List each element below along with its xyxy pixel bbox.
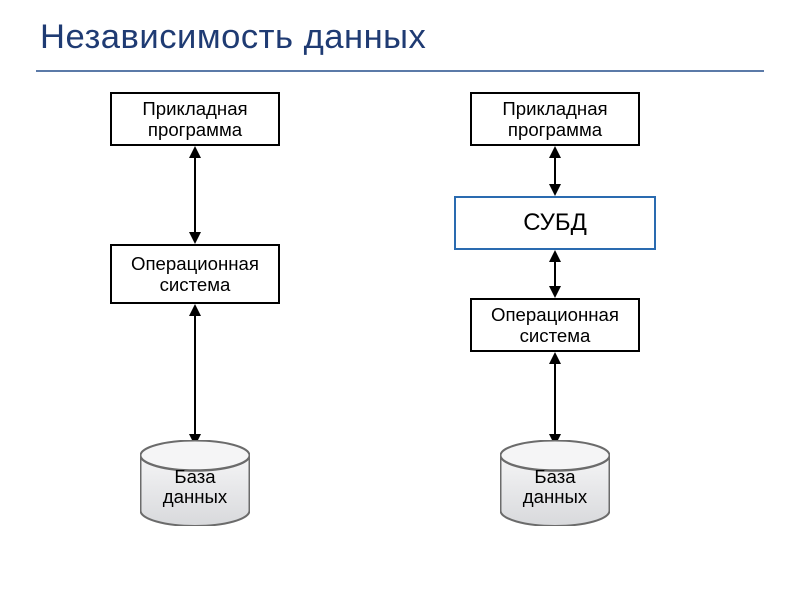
- edge: [187, 304, 203, 446]
- node-label: Базаданных: [140, 467, 250, 508]
- node-label: Операционнаясистема: [491, 304, 619, 347]
- node-label: Базаданных: [500, 467, 610, 508]
- node-box: Прикладнаяпрограмма: [110, 92, 280, 146]
- edge: [547, 146, 563, 196]
- db-cylinder: Базаданных: [500, 440, 610, 526]
- title-rule: [36, 70, 764, 72]
- node-label: Прикладнаяпрограмма: [142, 98, 247, 141]
- edge: [187, 146, 203, 244]
- node-label: Операционнаясистема: [131, 253, 259, 296]
- node-label: Прикладнаяпрограмма: [502, 98, 607, 141]
- edge: [547, 250, 563, 298]
- db-cylinder: Базаданных: [140, 440, 250, 526]
- node-box: СУБД: [454, 196, 656, 250]
- diagram: Прикладнаяпрограмма Операционнаясистема Ба…: [0, 80, 800, 600]
- node-box: Прикладнаяпрограмма: [470, 92, 640, 146]
- node-box: Операционнаясистема: [470, 298, 640, 352]
- page-title: Независимость данных: [40, 18, 426, 57]
- slide: Независимость данных Прикладнаяпрограмма…: [0, 0, 800, 600]
- edge: [547, 352, 563, 446]
- node-label: СУБД: [523, 209, 587, 237]
- node-box: Операционнаясистема: [110, 244, 280, 304]
